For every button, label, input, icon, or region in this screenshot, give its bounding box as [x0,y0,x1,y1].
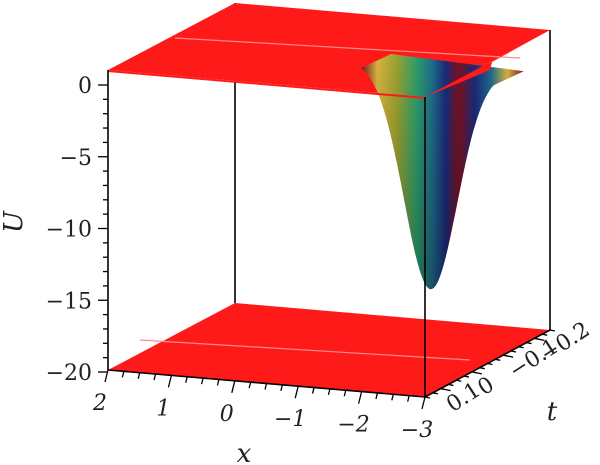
t-tick-label: −0.2 [536,317,594,367]
x-tick-label: −2 [337,413,369,438]
t-minor-tick [432,392,438,395]
t-minor-tick [542,333,548,336]
t-minor-tick [534,337,540,341]
surface-well-shade [361,54,524,290]
t-minor-tick [456,379,462,382]
z-tick-label: −20 [46,361,92,386]
z-axis-label: U [0,210,29,233]
x-minor-tick [185,376,188,383]
x-minor-tick [391,394,394,401]
t-minor-tick [549,329,556,332]
x-minor-tick [343,390,347,397]
z-tick-label: 0 [78,74,92,99]
t-minor-tick [510,350,517,353]
t-minor-tick [471,371,478,374]
z-tick-label: −15 [46,289,92,314]
x-minor-tick [137,372,141,379]
x-minor-tick [153,373,157,381]
x-minor-tick [200,377,204,385]
x-axis: 2 1 0 −1 −2 −3 [92,369,433,443]
t-minor-tick [440,387,446,391]
x-minor-tick [248,381,252,389]
x-minor-tick [121,371,125,378]
t-minor-tick [518,346,524,349]
t-minor-tick [487,362,493,366]
t-axis-label: t [547,397,558,427]
z-tick-label: −5 [60,146,92,171]
x-tick-label: 0 [220,402,234,427]
cap-side [425,30,550,97]
floor-plane [108,303,550,397]
t-minor-tick [526,341,532,345]
x-tick [357,391,363,404]
z-axis: 0 −5 −10 −15 −20 [46,74,108,386]
x-axis-label: x [237,439,252,465]
x-tick-label: 1 [156,396,170,421]
x-minor-tick [327,388,331,396]
floor-highlight [139,339,471,361]
x-minor-tick [407,395,410,402]
t-minor-tick [424,396,431,399]
surface-cap-edge [108,70,425,99]
cap-highlight [174,37,521,59]
x-tick [167,375,173,388]
x-tick-label: −3 [401,418,433,443]
x-minor-tick [264,383,268,390]
t-minor-tick [448,383,454,387]
x-tick [104,369,109,383]
x-minor-tick [216,379,220,386]
x-minor-tick [311,387,315,394]
t-minor-tick [479,367,485,370]
x-tick [294,386,299,399]
t-minor-tick [463,375,470,378]
x-tick-label: −1 [274,407,306,432]
x-minor-tick [375,392,379,400]
z-tick-label: −10 [46,218,92,243]
x-minor-tick [280,384,283,392]
x-tick-label: 2 [92,391,107,416]
t-minor-tick [502,354,509,357]
t-minor-tick [495,358,501,361]
x-tick [421,396,426,410]
x-tick [231,380,236,393]
